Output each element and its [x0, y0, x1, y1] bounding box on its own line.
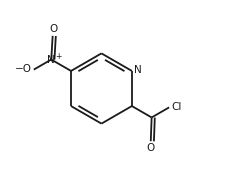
Text: O: O: [49, 24, 57, 34]
Text: −O: −O: [15, 64, 32, 74]
Text: N: N: [134, 65, 142, 75]
Text: O: O: [146, 143, 155, 153]
Text: Cl: Cl: [171, 102, 181, 112]
Text: +: +: [56, 52, 62, 61]
Text: N: N: [46, 55, 54, 65]
